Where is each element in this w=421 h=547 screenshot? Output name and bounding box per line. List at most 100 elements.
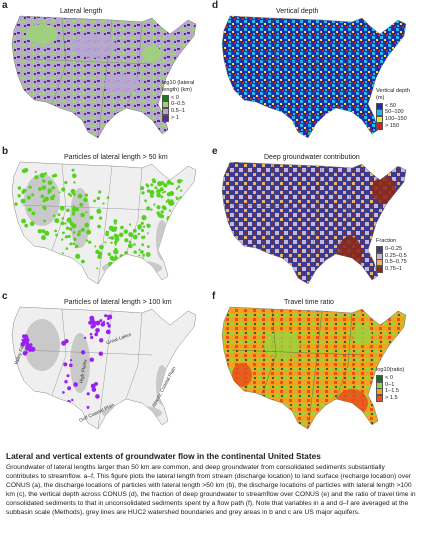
- legend-label: < 0: [171, 94, 179, 101]
- particle-dot: [170, 182, 174, 186]
- particle-dot: [141, 236, 144, 239]
- particle-dot: [69, 242, 73, 246]
- legend-a: log10 (lateral length) (km) < 0 0–0.5 0.5–…: [162, 80, 208, 122]
- particle-dot: [159, 187, 164, 192]
- particle-dot: [108, 236, 111, 239]
- legend-label: > 150: [385, 122, 400, 129]
- legend-item: 0.5–0.75: [376, 259, 418, 267]
- particle-dot: [20, 198, 26, 204]
- particle-dot: [146, 189, 151, 193]
- particle-dot: [107, 252, 112, 256]
- particle-dot: [28, 185, 32, 189]
- legend-swatch: [376, 252, 383, 260]
- particle-dot: [95, 330, 99, 333]
- particle-dot: [168, 209, 172, 212]
- particle-dot: [138, 254, 141, 257]
- particle-dot: [42, 179, 46, 183]
- caption-body: Groundwater of lateral lengths larger th…: [6, 464, 416, 517]
- map-vertical-depth: [221, 15, 407, 139]
- particle-dot: [128, 240, 132, 244]
- particle-dot: [62, 231, 65, 235]
- particle-dot: [105, 314, 108, 317]
- particle-dot: [14, 202, 18, 206]
- panel-title: Deep groundwater contribution: [264, 154, 360, 161]
- particle-dot: [67, 234, 71, 238]
- particle-dot: [61, 217, 65, 220]
- particle-dot: [174, 212, 177, 215]
- particle-dot: [83, 197, 88, 203]
- particle-dot: [140, 228, 144, 232]
- particle-dot: [58, 191, 61, 194]
- particle-dot: [72, 242, 76, 246]
- particle-dot: [108, 225, 114, 231]
- particle-dot: [175, 187, 179, 190]
- particle-dot: [99, 244, 104, 250]
- particle-dot: [166, 180, 172, 185]
- particle-dot: [64, 339, 69, 344]
- particle-dot: [154, 186, 158, 190]
- particle-dot: [61, 187, 66, 192]
- particle-dot: [97, 224, 101, 229]
- particle-dot: [34, 175, 39, 180]
- particle-dot: [21, 168, 27, 174]
- particle-dot: [66, 208, 70, 213]
- particle-dot: [118, 232, 124, 238]
- particle-dot: [69, 363, 73, 368]
- legend-title: log10(ratio): [376, 367, 405, 373]
- particle-dot: [31, 211, 36, 216]
- legend-swatch: [376, 109, 383, 117]
- particle-dot: [102, 202, 105, 205]
- particle-dot: [177, 179, 182, 184]
- particle-dot: [150, 183, 154, 187]
- particle-dot: [99, 319, 103, 323]
- particle-dot: [107, 324, 111, 328]
- particle-dot: [96, 208, 102, 214]
- particle-dot: [80, 350, 86, 355]
- particle-dot: [128, 264, 133, 270]
- particle-dot: [80, 212, 85, 218]
- particle-dot: [41, 229, 46, 233]
- particle-dot: [75, 253, 81, 259]
- legend-swatch: [376, 266, 383, 274]
- particle-dot: [94, 245, 97, 248]
- legend-item: 0–0.25: [376, 245, 418, 253]
- particle-dot: [52, 194, 56, 198]
- particle-dot: [176, 202, 180, 206]
- particle-dot: [95, 249, 100, 254]
- particle-dot: [99, 216, 103, 220]
- legend-item: 0.5–1: [162, 108, 208, 116]
- particle-dot: [138, 248, 141, 251]
- particle-dot: [95, 394, 100, 399]
- particle-dot: [98, 190, 102, 194]
- particle-dot: [176, 203, 182, 208]
- particle-dot: [14, 236, 19, 241]
- particle-dot: [106, 196, 110, 199]
- particle-dot: [133, 264, 136, 267]
- particle-dot: [89, 215, 94, 220]
- particle-dot: [153, 203, 156, 206]
- particle-dot: [146, 223, 151, 228]
- particle-dot: [113, 219, 118, 223]
- particle-dot: [65, 226, 70, 230]
- particle-dot: [37, 229, 42, 234]
- particle-dot: [129, 262, 132, 265]
- particle-dot: [86, 229, 92, 235]
- particle-dot: [71, 168, 75, 172]
- particle-dot: [146, 232, 149, 235]
- particle-dot: [34, 170, 37, 173]
- particle-dot: [113, 249, 119, 255]
- particle-dot: [127, 243, 133, 249]
- particle-dot: [96, 267, 99, 270]
- particle-dot: [89, 357, 95, 362]
- particle-dot: [94, 332, 98, 337]
- particle-dot: [105, 232, 109, 237]
- legend-swatch: [376, 116, 383, 124]
- particle-dot: [149, 190, 155, 195]
- particle-dot: [64, 235, 68, 239]
- particle-dot: [71, 223, 77, 229]
- particle-dot: [84, 336, 87, 339]
- particle-dot: [94, 382, 98, 386]
- particle-dot: [57, 213, 61, 217]
- particle-dot: [68, 261, 72, 266]
- panel-f-travel-time-ratio: f Travel time ratio log10(ratio) < 0 0–1 1…: [212, 291, 418, 443]
